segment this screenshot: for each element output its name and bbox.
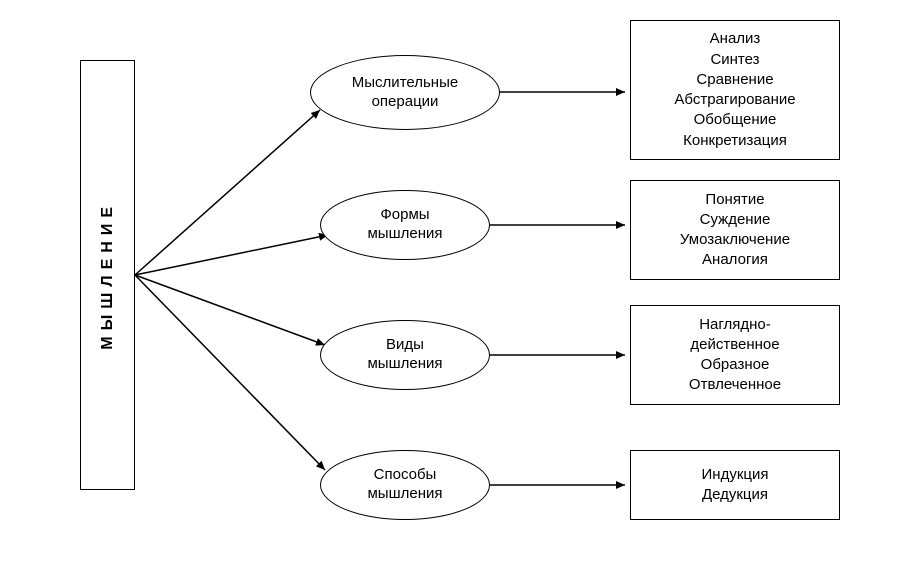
- root-label: МЫШЛЕНИЕ: [99, 201, 117, 350]
- rect-lines-forms: Понятие Суждение Умозаключение Аналогия: [680, 190, 790, 271]
- rect-types: Наглядно- действенное Образное Отвлеченн…: [630, 305, 840, 405]
- rect-lines-methods: Индукция Дедукция: [702, 465, 769, 506]
- rect-methods: Индукция Дедукция: [630, 450, 840, 520]
- ellipse-label-ops: Мыслительные операции: [352, 74, 458, 112]
- ellipse-types: Виды мышления: [320, 320, 490, 390]
- ellipse-label-types: Виды мышления: [367, 336, 442, 374]
- arrow-root-to-methods: [135, 275, 325, 470]
- root-node: МЫШЛЕНИЕ: [80, 60, 135, 490]
- rect-lines-types: Наглядно- действенное Образное Отвлеченн…: [689, 315, 781, 396]
- rect-ops: Анализ Синтез Сравнение Абстрагирование …: [630, 20, 840, 160]
- ellipse-ops: Мыслительные операции: [310, 55, 500, 130]
- ellipse-label-methods: Способы мышления: [367, 466, 442, 504]
- ellipse-forms: Формы мышления: [320, 190, 490, 260]
- ellipse-label-forms: Формы мышления: [367, 206, 442, 244]
- ellipse-methods: Способы мышления: [320, 450, 490, 520]
- arrow-root-to-ops: [135, 110, 320, 275]
- rect-lines-ops: Анализ Синтез Сравнение Абстрагирование …: [674, 29, 795, 151]
- rect-forms: Понятие Суждение Умозаключение Аналогия: [630, 180, 840, 280]
- arrow-root-to-types: [135, 275, 325, 345]
- arrow-root-to-forms: [135, 235, 328, 275]
